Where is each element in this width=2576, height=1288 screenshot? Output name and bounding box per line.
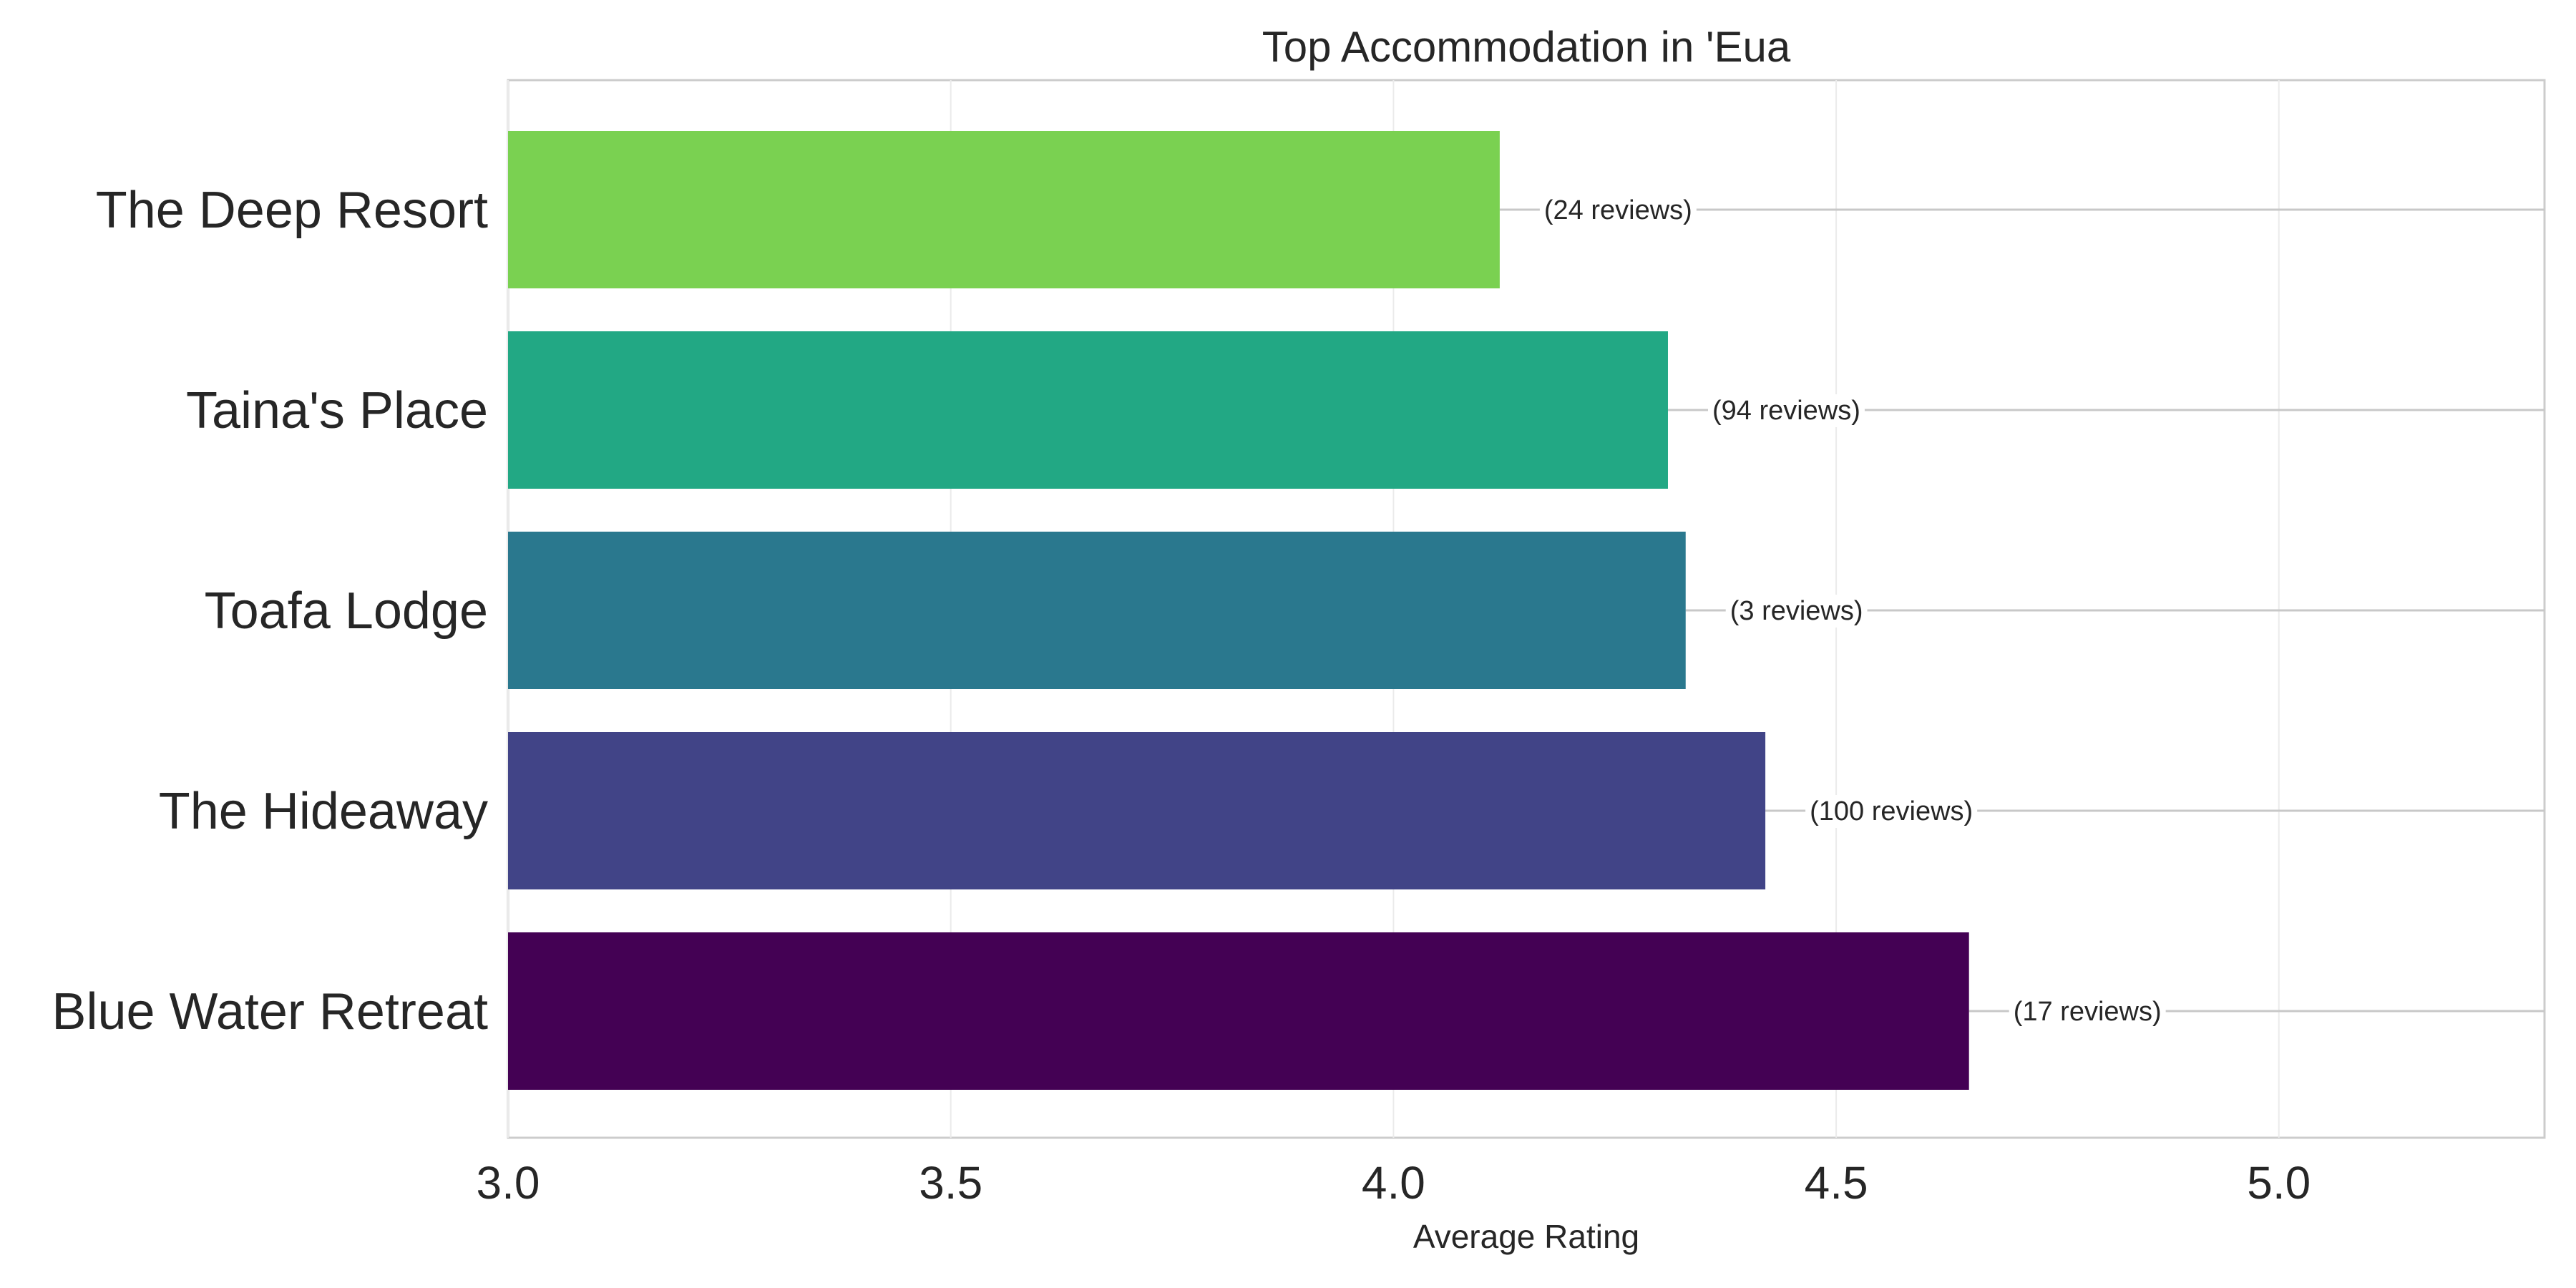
bar (508, 331, 1668, 489)
x-axis-label: Average Rating (1413, 1218, 1639, 1255)
y-tick-label: The Deep Resort (96, 182, 488, 239)
bar-annotation: (100 reviews) (1810, 796, 1973, 826)
y-tick-label: Blue Water Retreat (52, 983, 488, 1040)
bar-annotation-background (1539, 194, 1697, 227)
y-tick-label: Toafa Lodge (205, 582, 488, 640)
x-tick-label: 3.0 (477, 1157, 540, 1209)
bar (508, 131, 1500, 288)
bar (508, 932, 1969, 1090)
bar-annotation: (24 reviews) (1544, 195, 1692, 225)
x-tick-label: 5.0 (2247, 1157, 2311, 1209)
bar (508, 532, 1686, 689)
bar-annotation: (3 reviews) (1730, 596, 1863, 626)
bar-annotation: (94 reviews) (1712, 396, 1860, 426)
bar-annotation-background (1725, 595, 1868, 628)
bar-annotation-background (1707, 394, 1865, 427)
bar (508, 732, 1766, 889)
chart-title: Top Accommodation in 'Eua (1262, 23, 1791, 71)
bar-annotation: (17 reviews) (2014, 997, 2162, 1027)
bar-annotation-background (1805, 795, 1978, 828)
bar-annotations: (24 reviews) (94 reviews) (3 reviews) (100 … (1539, 194, 2166, 1028)
y-tick-label: The Hideaway (159, 783, 488, 840)
y-tick-label: Taina's Place (186, 382, 488, 439)
x-tick-labels: 3.0 3.5 4.0 4.5 5.0 (477, 1157, 2311, 1209)
bar-annotation-background (2009, 995, 2166, 1028)
x-tick-label: 3.5 (919, 1157, 982, 1209)
x-tick-label: 4.5 (1805, 1157, 1868, 1209)
x-tick-label: 4.0 (1362, 1157, 1425, 1209)
y-tick-labels: The Deep Resort Taina's Place Toafa Lodge T… (52, 182, 488, 1040)
bars (508, 131, 1969, 1090)
